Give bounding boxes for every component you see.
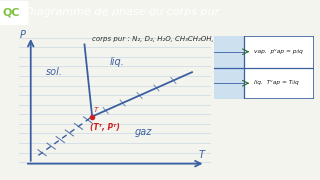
Text: Diagramme de phase du corps pur: Diagramme de phase du corps pur xyxy=(25,7,219,17)
Text: liq.: liq. xyxy=(109,57,124,67)
Text: liq.  Tᵛap = Tₗiq: liq. Tᵛap = Tₗiq xyxy=(254,80,299,85)
Bar xyxy=(214,36,244,68)
Text: sol.: sol. xyxy=(46,67,63,77)
Text: T: T xyxy=(94,107,98,113)
Text: corps pur : N₂, D₂, H₂O, CH₃CH₂OH, ...: corps pur : N₂, D₂, H₂O, CH₃CH₂OH, ... xyxy=(92,36,223,42)
Text: vap.  pᵛap = pₗiq: vap. pᵛap = pₗiq xyxy=(254,49,303,54)
Bar xyxy=(214,68,244,99)
Text: QC: QC xyxy=(3,7,20,17)
Text: T: T xyxy=(199,150,204,160)
Text: (Tᵀ, Pᵀ): (Tᵀ, Pᵀ) xyxy=(90,123,120,132)
Text: P: P xyxy=(20,30,26,40)
FancyBboxPatch shape xyxy=(0,2,28,24)
Text: gaz: gaz xyxy=(134,127,152,137)
